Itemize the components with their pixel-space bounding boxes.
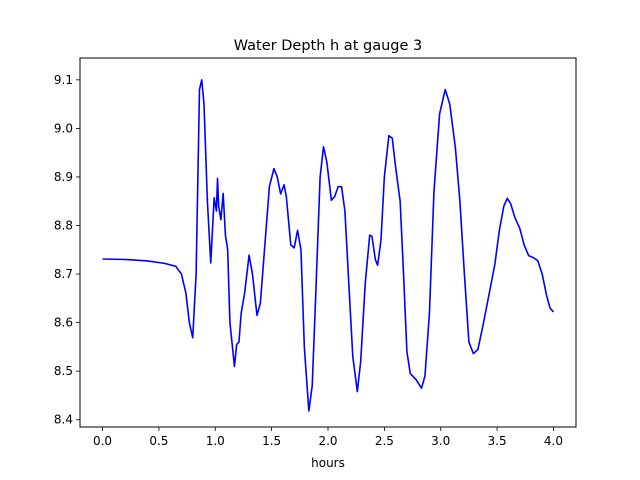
chart-title: Water Depth h at gauge 3 — [234, 38, 422, 54]
x-tick-label: 4.0 — [544, 434, 563, 448]
plot-frame — [79, 57, 577, 428]
y-tick-label: 8.8 — [54, 219, 73, 233]
x-tick-label: 1.0 — [206, 434, 225, 448]
y-tick-label: 8.5 — [54, 364, 73, 378]
y-axis: 8.4 8.5 8.6 8.7 8.8 8.9 9.0 9.1 — [54, 73, 80, 427]
y-tick-label: 9.0 — [54, 121, 73, 135]
y-tick-label: 8.9 — [54, 170, 73, 184]
y-tick-label: 9.1 — [54, 73, 73, 87]
y-tick-label: 8.6 — [54, 316, 73, 330]
series-line-0 — [102, 79, 555, 412]
x-tick-label: 0.0 — [93, 434, 112, 448]
x-tick-label: 2.5 — [375, 434, 394, 448]
y-tick-label: 8.7 — [54, 267, 73, 281]
x-axis-label: hours — [311, 456, 345, 470]
y-tick-label: 8.4 — [54, 413, 73, 427]
x-tick-label: 2.0 — [318, 434, 337, 448]
series-layer — [102, 79, 555, 412]
x-tick-label: 0.5 — [149, 434, 168, 448]
plot-area — [79, 57, 577, 428]
x-tick-label: 1.5 — [262, 434, 281, 448]
x-axis: 0.0 0.5 1.0 1.5 2.0 2.5 3.0 3.5 4.0 — [93, 427, 563, 448]
x-tick-label: 3.0 — [431, 434, 450, 448]
x-tick-label: 3.5 — [488, 434, 507, 448]
